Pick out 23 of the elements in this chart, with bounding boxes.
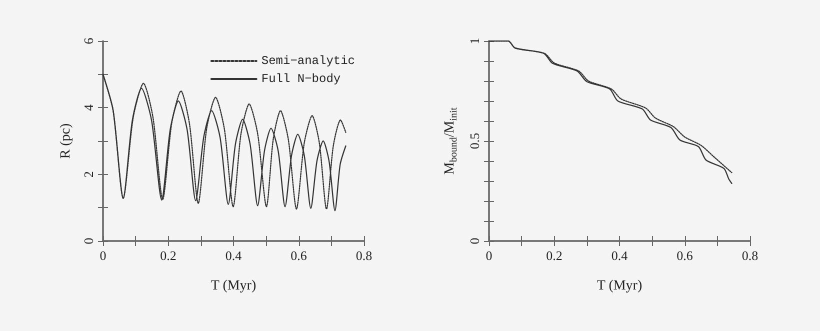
y-tick-label: 6	[81, 37, 96, 44]
x-axis-title: T (Myr)	[210, 278, 256, 294]
x-tick-label: 0	[486, 248, 492, 263]
x-tick-label: 0.2	[546, 248, 562, 263]
x-axis-title: T (Myr)	[596, 278, 642, 294]
y-tick-label: 0	[81, 238, 96, 244]
y-tick-label: 2	[81, 171, 96, 178]
x-tick-label: 0.2	[160, 248, 176, 263]
x-tick-label: 0.8	[742, 248, 758, 263]
x-tick-label: 0.8	[356, 248, 372, 263]
x-tick-label: 0.6	[676, 248, 694, 263]
x-tick-label: 0	[100, 248, 106, 263]
legend-label: Semi−analytic	[261, 54, 356, 68]
y-axis-title: R (pc)	[58, 122, 74, 159]
y-axis-title: Mbound/Minit	[442, 107, 460, 175]
x-tick-label: 0.4	[611, 248, 628, 263]
y-tick-label: 0	[467, 238, 482, 244]
x-tick-label: 0.6	[290, 248, 308, 263]
legend-label: Full N−body	[261, 72, 341, 86]
x-tick-label: 0.4	[225, 248, 242, 263]
y-tick-label: 0.5	[467, 132, 482, 150]
y-tick-label: 1	[467, 38, 482, 44]
y-tick-label: 4	[81, 104, 96, 111]
